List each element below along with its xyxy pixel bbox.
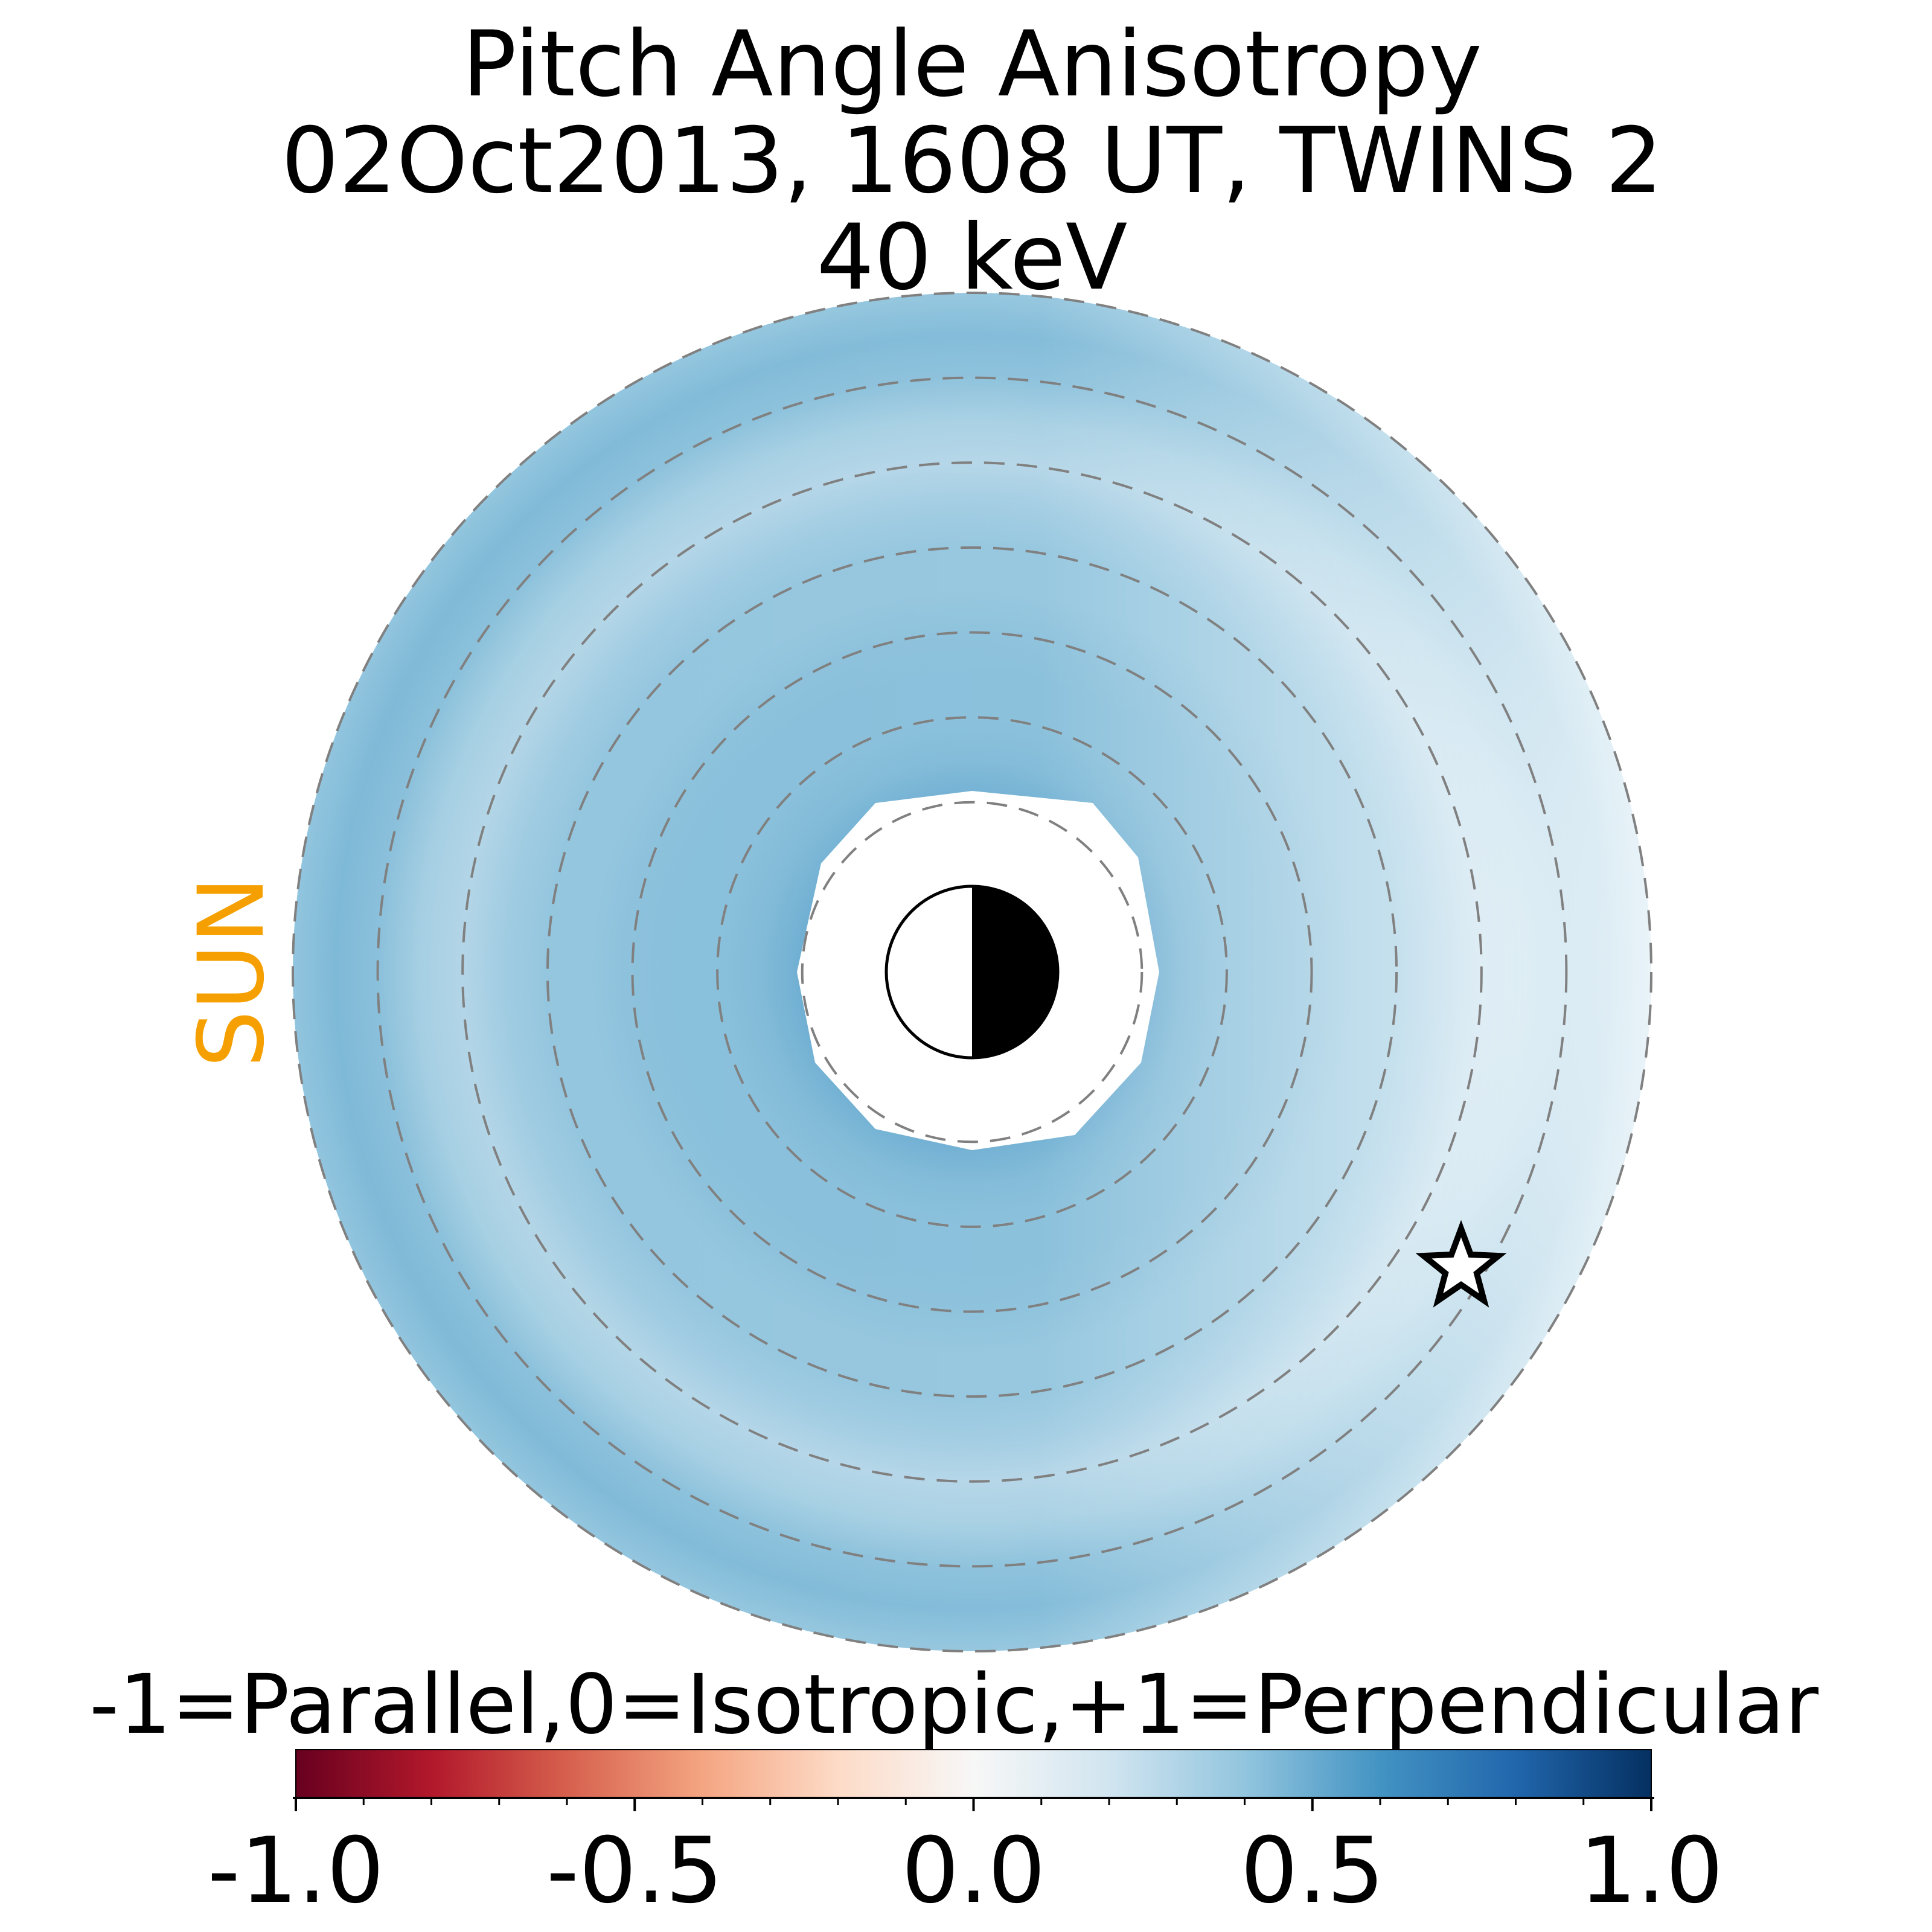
grid-circle-r6 [461,461,1483,1483]
colorbar-tick-label: -0.5 [546,1818,723,1924]
grid-circle-r7 [376,376,1568,1568]
grid-circle-r5 [546,546,1398,1398]
grid-circle-r2 [801,801,1144,1144]
colorbar [295,1749,1652,1799]
title-line-1: Pitch Angle Anisotropy [462,12,1482,117]
colorbar-tick-label: 0.0 [901,1818,1046,1924]
sun-label: SUN [179,876,284,1067]
colorbar-ticks [295,1798,1652,1811]
colorbar-tick-labels: -1.0 -0.5 0.0 0.5 1.0 [208,1818,1724,1924]
colorbar-tick-label: 0.5 [1240,1818,1384,1924]
grid-circle-r4 [631,631,1313,1313]
title-line-2: 02Oct2013, 1608 UT, TWINS 2 [281,109,1663,214]
grid-circle-r8 [292,292,1652,1652]
grid-circles [292,292,1652,1652]
colorbar-tick-label: -1.0 [208,1818,385,1924]
colorbar-tick-label: 1.0 [1579,1818,1724,1924]
grid-circle-r3 [716,716,1228,1228]
earth-icon [884,884,1060,1060]
colorbar-label: -1=Parallel,0=Isotropic,+1=Perpendicular [89,1657,1818,1753]
spacecraft-star-icon [1415,1220,1507,1308]
